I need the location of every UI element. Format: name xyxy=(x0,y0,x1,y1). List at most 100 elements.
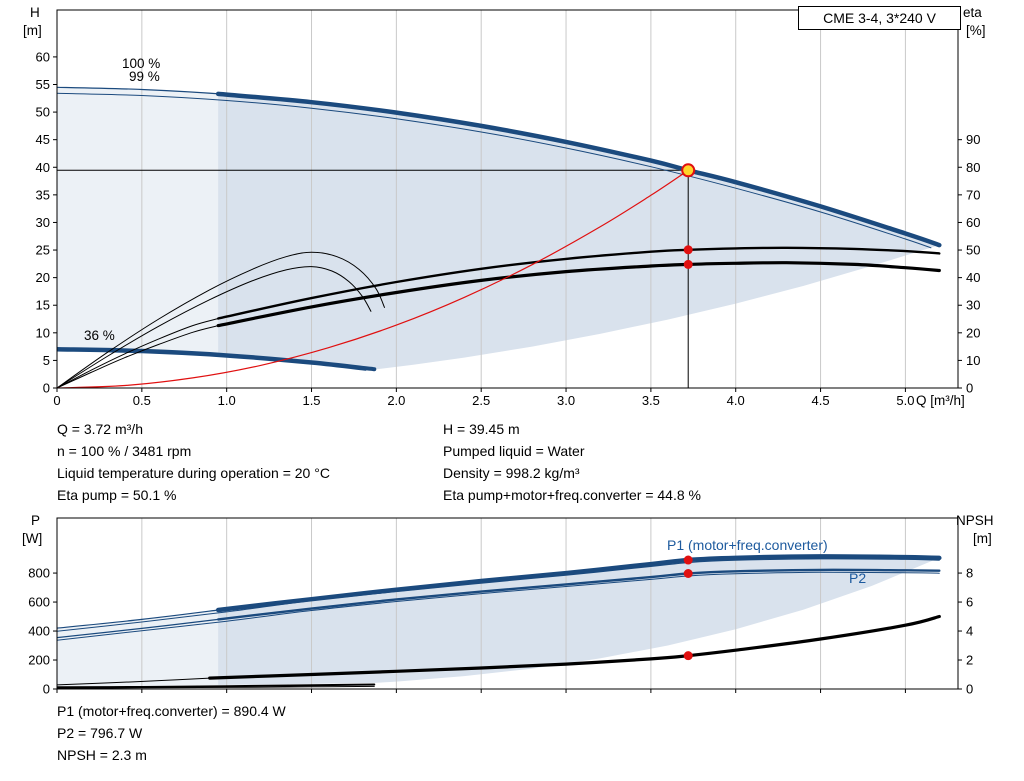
p1-curve-label: P1 (motor+freq.converter) xyxy=(667,537,828,553)
p2-thin xyxy=(57,571,940,641)
result-eta-pump: Eta pump = 50.1 % xyxy=(57,487,177,503)
y-tick-label-right: 40 xyxy=(966,270,980,285)
y-tick-label-left: 45 xyxy=(36,132,50,147)
y-tick-label-right: 10 xyxy=(966,353,980,368)
y-tick-label-left: 400 xyxy=(28,624,50,639)
y-tick-label-left: 20 xyxy=(36,270,50,285)
npsh-curve xyxy=(208,614,941,680)
x-tick-label: 0.5 xyxy=(133,393,151,408)
affinity-curve-to-duty-point xyxy=(57,169,689,388)
x-tick-label: 4.5 xyxy=(812,393,830,408)
plot-border xyxy=(56,517,959,690)
eta-total-curve xyxy=(216,261,941,328)
q-axis-label: Q [m³/h] xyxy=(916,393,965,408)
pump-curve-100pct xyxy=(215,91,942,248)
y-tick-label-left: 200 xyxy=(28,653,50,668)
low-flow-region xyxy=(57,87,219,355)
x-tick-label: 5.0 xyxy=(896,393,914,408)
npsh-lead xyxy=(57,677,211,686)
result-speed: n = 100 % / 3481 rpm xyxy=(57,443,192,459)
npsh-duty-dot xyxy=(683,651,693,661)
p1-duty-dot xyxy=(683,555,693,565)
result-liquid: Pumped liquid = Water xyxy=(443,443,585,459)
x-tick-label: 1.0 xyxy=(218,393,236,408)
result-p1: P1 (motor+freq.converter) = 890.4 W xyxy=(57,703,286,719)
y-tick-label-right: 6 xyxy=(966,595,973,610)
y-tick-label-right: 0 xyxy=(966,682,973,697)
result-eta-total: Eta pump+motor+freq.converter = 44.8 % xyxy=(443,487,701,503)
x-tick-label: 3.5 xyxy=(642,393,660,408)
x-tick-label: 1.5 xyxy=(302,393,320,408)
duty-point xyxy=(681,163,696,178)
eta-total-lead xyxy=(57,325,219,388)
y-tick-label-left: 800 xyxy=(28,566,50,581)
x-tick-label: 0 xyxy=(53,393,60,408)
p1-lead xyxy=(57,609,219,629)
result-p2: P2 = 796.7 W xyxy=(57,725,143,741)
y-tick-label-right: 60 xyxy=(966,215,980,230)
y-tick-label-right: 70 xyxy=(966,187,980,202)
npsh-axis-label: NPSH xyxy=(956,513,994,528)
x-tick-label: 2.0 xyxy=(387,393,405,408)
p2-curve xyxy=(217,568,941,621)
y-tick-label-left: 30 xyxy=(36,215,50,230)
npsh-36pct xyxy=(57,683,376,689)
result-flow: Q = 3.72 m³/h xyxy=(57,421,143,437)
npsh-axis-unit: [m] xyxy=(973,531,992,546)
speed-36-label: 36 % xyxy=(84,328,115,343)
eta-reduced-speed-arc-1 xyxy=(57,251,385,388)
y-tick-label-left: 600 xyxy=(28,595,50,610)
pump-curve-99pct-thin xyxy=(57,92,932,249)
y-tick-label-left: 35 xyxy=(36,187,50,202)
eta-axis-label: eta xyxy=(963,5,982,20)
operating-envelope xyxy=(57,87,940,370)
result-temperature: Liquid temperature during operation = 20… xyxy=(57,465,330,481)
x-tick-label: 4.0 xyxy=(727,393,745,408)
y-tick-label-right: 90 xyxy=(966,132,980,147)
power-envelope xyxy=(57,556,940,687)
y-tick-label-left: 55 xyxy=(36,77,50,92)
y-tick-label-right: 30 xyxy=(966,298,980,313)
y-tick-label-left: 10 xyxy=(36,325,50,340)
eta-total-duty-dot xyxy=(683,259,693,269)
y-tick-label-right: 20 xyxy=(966,325,980,340)
result-density: Density = 998.2 kg/m³ xyxy=(443,465,580,481)
plot-border xyxy=(56,9,959,389)
h-axis-unit: [m] xyxy=(23,23,42,38)
p-axis-unit: [W] xyxy=(22,531,43,546)
eta-pump-lead xyxy=(57,318,219,388)
y-tick-label-left: 60 xyxy=(36,49,50,64)
y-tick-label-left: 40 xyxy=(36,160,50,175)
low-flow-region xyxy=(57,610,219,687)
h-axis-label: H xyxy=(30,5,40,20)
x-tick-label: 2.5 xyxy=(472,393,490,408)
y-tick-label-left: 25 xyxy=(36,243,50,258)
y-tick-label-right: 2 xyxy=(966,653,973,668)
p2-duty-dot xyxy=(683,569,693,579)
eta-reduced-speed-arc-2 xyxy=(57,266,372,388)
eta-pump-curve xyxy=(217,246,941,320)
y-tick-label-left: 0 xyxy=(43,682,50,697)
pump-model-title: CME 3-4, 3*240 V xyxy=(798,6,961,30)
p1-curve xyxy=(215,554,942,613)
y-tick-label-left: 0 xyxy=(43,381,50,396)
head-flow-chart: 0 0.5 1.0 1.5 2.0 2.5 3.0 3.5 4.0 4.5 5.0 0 5 10 15 20 2… xyxy=(36,9,980,408)
p-axis-label: P xyxy=(31,513,41,528)
y-tick-label-right: 8 xyxy=(966,566,973,581)
y-tick-label-right: 80 xyxy=(966,160,980,175)
eta-pump-duty-dot xyxy=(683,245,693,255)
result-npsh: NPSH = 2.3 m xyxy=(57,747,147,763)
speed-100-label: 100 % xyxy=(122,56,161,71)
speed-99-label: 99 % xyxy=(129,69,160,84)
y-tick-label-left: 15 xyxy=(36,298,50,313)
y-tick-label-left: 5 xyxy=(43,353,50,368)
y-tick-label-right: 4 xyxy=(966,624,973,639)
p2-lead xyxy=(57,618,219,639)
y-tick-label-right: 50 xyxy=(966,243,980,258)
x-tick-label: 3.0 xyxy=(557,393,575,408)
eta-axis-unit: [%] xyxy=(966,23,986,38)
y-tick-label-left: 50 xyxy=(36,105,50,120)
result-head: H = 39.45 m xyxy=(443,421,520,437)
